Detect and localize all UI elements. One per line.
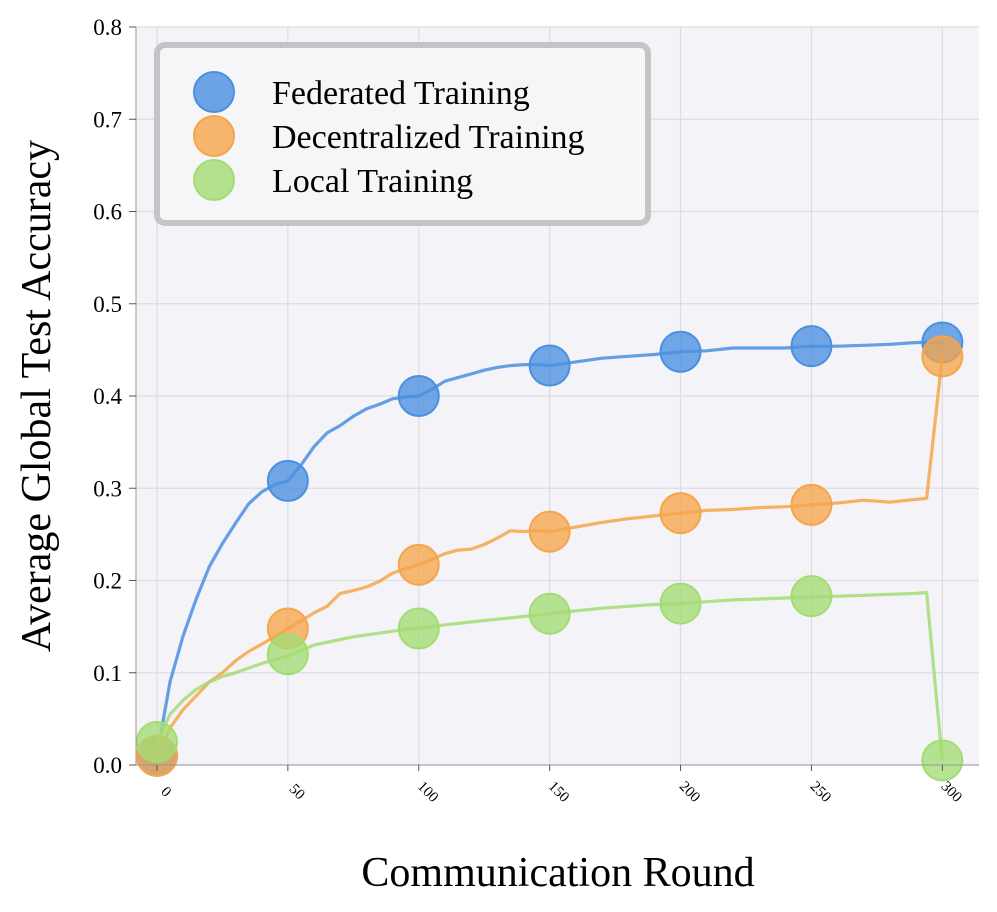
data-point [790,325,833,368]
legend-label: Local Training [272,163,473,200]
y-ticks: 0.0 0.1 0.2 0.3 0.4 0.5 0.6 0.7 0.8 [93,15,136,778]
data-point [528,510,571,553]
x-axis-label: Communication Round [361,850,754,896]
data-point [135,720,178,763]
y-tick-label: 0.4 [93,384,122,409]
series-line [155,340,943,757]
x-tick-label: 150 [545,779,572,806]
data-point [528,344,571,387]
legend-marker [193,71,235,113]
data-point [397,375,440,417]
y-tick-label: 0.2 [93,569,122,594]
x-tick-label: 100 [414,779,441,806]
y-tick-label: 0.3 [93,476,122,501]
data-point [528,592,571,635]
x-tick-label: 0 [157,784,174,801]
data-point [397,607,440,650]
y-tick-label: 0.7 [93,107,122,132]
x-tick-label: 50 [286,781,308,803]
x-tick-label: 300 [938,779,965,806]
data-point [659,582,702,625]
data-point [921,739,964,782]
y-axis-label: Average Global Test Accuracy [14,140,60,652]
y-tick-label: 0.0 [93,753,122,778]
series-2 [135,335,964,777]
data-point [397,543,440,586]
series-line [155,356,944,757]
data-point [790,575,833,618]
data-point [266,633,309,676]
data-point [790,483,833,526]
data-point [921,335,964,378]
legend: Federated Training Decentralized Training… [154,42,651,226]
data-point [659,492,702,535]
x-tick-label: 250 [807,779,834,806]
y-tick-label: 0.5 [93,292,122,317]
series-3 [135,575,964,782]
legend-label: Federated Training [272,75,530,112]
legend-label: Decentralized Training [272,119,585,156]
legend-box [154,42,651,226]
data-point [659,330,702,373]
y-tick-label: 0.8 [93,15,122,40]
x-ticks: 0 50 100 150 200 250 300 [156,765,965,806]
x-tick-label: 200 [676,779,703,806]
series-layer [135,321,964,782]
y-tick-label: 0.6 [93,200,122,225]
legend-marker [193,115,235,157]
y-tick-label: 0.1 [93,661,122,686]
legend-marker [193,159,235,201]
data-point [266,459,309,502]
